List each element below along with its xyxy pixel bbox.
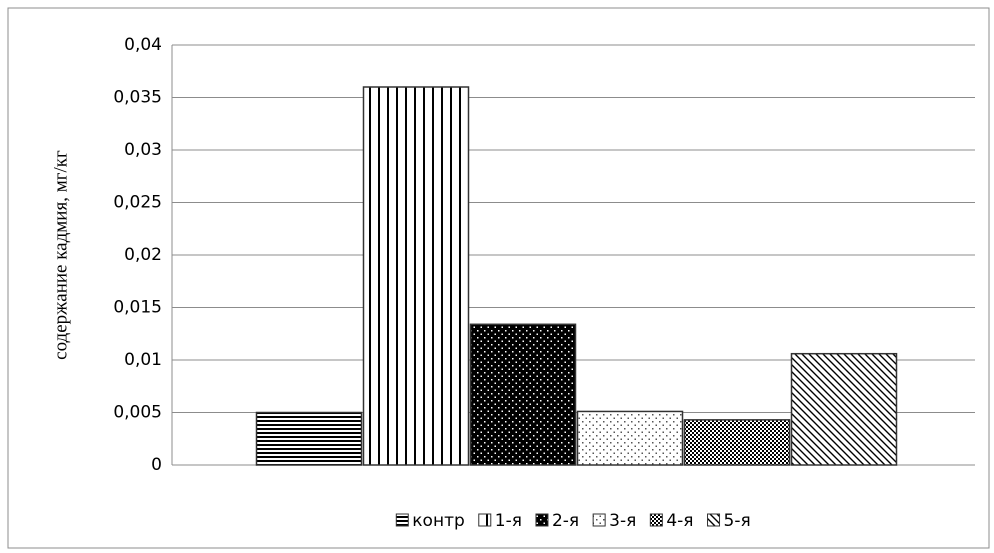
legend-swatch	[478, 513, 492, 527]
y-tick-label: 0,025	[113, 193, 162, 213]
bar	[469, 323, 577, 466]
legend-swatch	[535, 513, 549, 527]
bar	[576, 410, 684, 466]
legend-label: 5-я	[724, 511, 751, 531]
legend-swatch	[707, 513, 721, 527]
y-tick-label: 0,01	[124, 350, 162, 370]
legend-label: контр	[412, 511, 464, 531]
bar	[790, 352, 898, 466]
y-tick-label: 0	[151, 455, 162, 475]
bar	[362, 86, 470, 466]
legend-label: 2-я	[552, 511, 579, 531]
legend-swatch	[395, 513, 409, 527]
y-tick-label: 0,015	[113, 298, 162, 318]
legend-label: 1-я	[495, 511, 522, 531]
bar	[683, 419, 791, 466]
legend-swatch	[592, 513, 606, 527]
y-tick-label: 0,035	[113, 88, 162, 108]
y-tick-label: 0,04	[124, 35, 162, 55]
y-tick-label: 0,02	[124, 245, 162, 265]
bar	[255, 411, 363, 466]
legend-label: 4-я	[666, 511, 693, 531]
y-tick-label: 0,005	[113, 403, 162, 423]
legend-label: 3-я	[609, 511, 636, 531]
legend-swatch	[649, 513, 663, 527]
y-tick-label: 0,03	[124, 140, 162, 160]
y-axis-label: содержание кадмия, мг/кг	[50, 150, 71, 360]
